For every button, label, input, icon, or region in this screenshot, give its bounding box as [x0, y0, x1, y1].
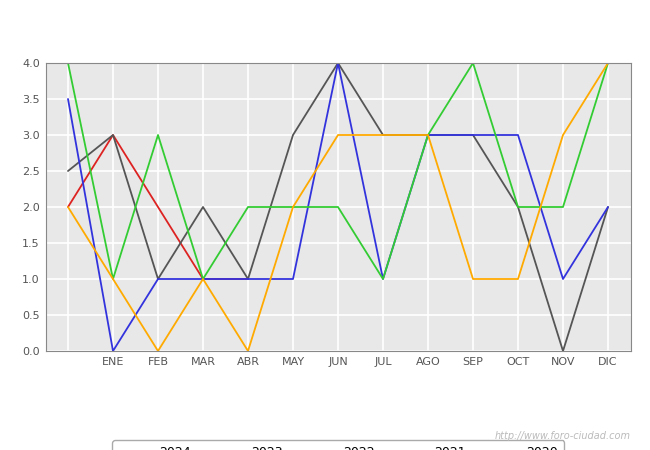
- Text: Matriculaciones de Vehiculos en Roales: Matriculaciones de Vehiculos en Roales: [162, 16, 488, 34]
- Text: http://www.foro-ciudad.com: http://www.foro-ciudad.com: [495, 431, 630, 441]
- Legend: 2024, 2023, 2022, 2021, 2020: 2024, 2023, 2022, 2021, 2020: [112, 440, 564, 450]
